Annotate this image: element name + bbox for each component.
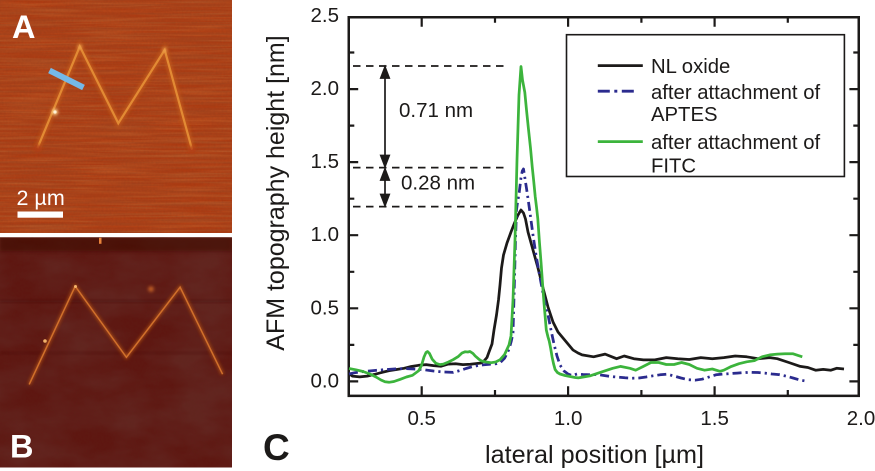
svg-text:1.0: 1.0 [554, 407, 583, 430]
svg-text:0.5: 0.5 [407, 407, 436, 430]
svg-text:0.5: 0.5 [311, 296, 340, 319]
svg-text:1.5: 1.5 [700, 407, 729, 430]
svg-text:APTES: APTES [651, 104, 718, 126]
svg-text:A: A [12, 9, 35, 45]
svg-text:AFM topography height [nm]: AFM topography height [nm] [262, 35, 290, 350]
svg-text:0.0: 0.0 [311, 369, 340, 392]
svg-text:lateral position [µm]: lateral position [µm] [485, 441, 704, 469]
svg-text:C: C [263, 427, 290, 468]
svg-text:1.5: 1.5 [311, 150, 340, 173]
svg-text:0.28 nm: 0.28 nm [401, 172, 475, 195]
svg-text:0.71 nm: 0.71 nm [399, 99, 473, 122]
svg-text:2.0: 2.0 [311, 77, 340, 100]
svg-text:after attachment of: after attachment of [651, 82, 820, 104]
svg-text:B: B [10, 429, 33, 465]
svg-text:after attachment of: after attachment of [651, 132, 820, 154]
svg-text:2.0: 2.0 [847, 407, 875, 430]
svg-text:2 µm: 2 µm [17, 186, 65, 210]
svg-text:1.0: 1.0 [311, 223, 340, 246]
svg-text:NL oxide: NL oxide [651, 56, 730, 78]
svg-text:2.5: 2.5 [311, 4, 340, 27]
svg-text:FITC: FITC [651, 156, 696, 178]
